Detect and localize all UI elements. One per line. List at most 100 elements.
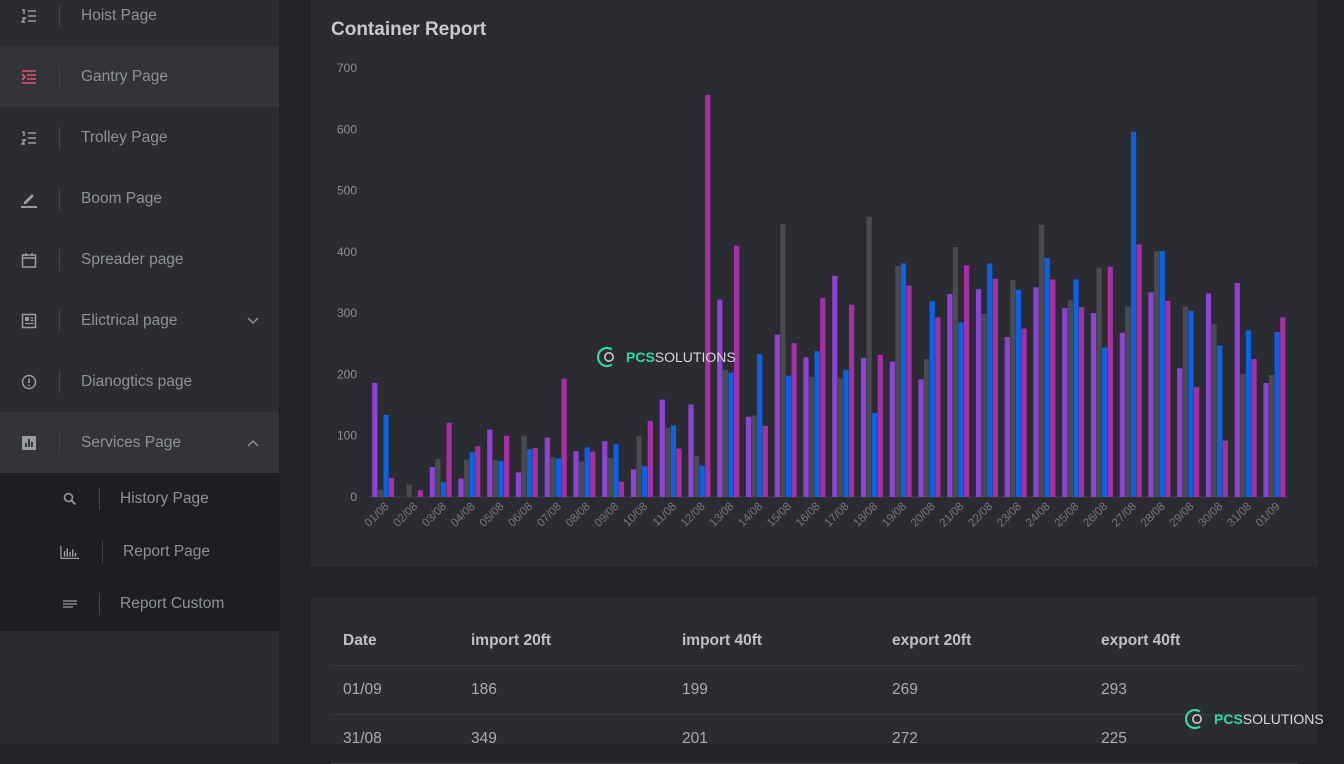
bar-import-40ft[interactable] bbox=[579, 461, 585, 498]
bar-export-40ft[interactable] bbox=[446, 422, 452, 497]
bar-import-20ft[interactable] bbox=[458, 478, 464, 497]
bar-export-40ft[interactable] bbox=[590, 451, 596, 497]
bar-export-40ft[interactable] bbox=[504, 435, 510, 497]
bar-import-20ft[interactable] bbox=[1004, 337, 1010, 497]
bar-import-40ft[interactable] bbox=[837, 378, 843, 497]
bar-import-40ft[interactable] bbox=[751, 415, 757, 498]
bar-export-20ft[interactable] bbox=[1245, 330, 1252, 497]
sidebar-item-electrical[interactable]: Elictrical page bbox=[0, 290, 279, 351]
bar-export-40ft[interactable] bbox=[1136, 244, 1142, 498]
bar-import-20ft[interactable] bbox=[1090, 313, 1097, 497]
sidebar-item-boom[interactable]: Boom Page bbox=[0, 168, 279, 229]
bar-export-40ft[interactable] bbox=[1050, 279, 1056, 497]
sidebar-item-hoist[interactable]: Hoist Page bbox=[0, 0, 279, 46]
bar-import-20ft[interactable] bbox=[889, 361, 895, 497]
bar-export-40ft[interactable] bbox=[1280, 317, 1286, 497]
bar-import-20ft[interactable] bbox=[947, 294, 953, 497]
column-header[interactable]: import 40ft bbox=[682, 632, 763, 649]
bar-import-40ft[interactable] bbox=[521, 435, 527, 497]
bar-import-40ft[interactable] bbox=[866, 216, 872, 497]
bar-export-20ft[interactable] bbox=[728, 372, 734, 497]
bar-import-40ft[interactable] bbox=[1010, 280, 1016, 497]
sidebar-item-diagnostics[interactable]: Dianogtics page bbox=[0, 351, 279, 412]
sidebar-item-spreader[interactable]: Spreader page bbox=[0, 229, 279, 290]
bar-export-40ft[interactable] bbox=[791, 343, 797, 497]
bar-export-20ft[interactable] bbox=[987, 263, 993, 498]
bar-import-20ft[interactable] bbox=[630, 469, 637, 497]
bar-import-40ft[interactable] bbox=[1211, 324, 1217, 497]
bar-export-20ft[interactable] bbox=[958, 322, 964, 497]
bar-export-20ft[interactable] bbox=[1073, 279, 1079, 497]
bar-export-40ft[interactable] bbox=[532, 448, 538, 497]
bar-import-40ft[interactable] bbox=[1240, 373, 1246, 497]
bar-import-40ft[interactable] bbox=[1154, 251, 1160, 497]
submenu-item-history[interactable]: History Page bbox=[0, 473, 279, 526]
bar-export-40ft[interactable] bbox=[1079, 307, 1085, 497]
bar-import-40ft[interactable] bbox=[981, 313, 987, 497]
bar-import-40ft[interactable] bbox=[1182, 306, 1188, 497]
bar-import-20ft[interactable] bbox=[573, 451, 579, 497]
bar-import-20ft[interactable] bbox=[688, 404, 694, 498]
bar-import-40ft[interactable] bbox=[694, 455, 700, 497]
bar-export-20ft[interactable] bbox=[613, 444, 619, 497]
bar-export-20ft[interactable] bbox=[1102, 347, 1108, 498]
bar-export-20ft[interactable] bbox=[699, 465, 705, 497]
bar-import-20ft[interactable] bbox=[918, 379, 924, 497]
bar-export-40ft[interactable] bbox=[647, 421, 653, 497]
bar-export-20ft[interactable] bbox=[1159, 251, 1165, 497]
bar-export-20ft[interactable] bbox=[498, 460, 504, 497]
bar-import-40ft[interactable] bbox=[607, 457, 613, 497]
bar-import-20ft[interactable] bbox=[1177, 368, 1183, 497]
bar-import-20ft[interactable] bbox=[745, 416, 752, 497]
bar-import-40ft[interactable] bbox=[1269, 375, 1275, 497]
bar-export-20ft[interactable] bbox=[814, 351, 820, 497]
bar-import-40ft[interactable] bbox=[435, 459, 441, 497]
bar-export-40ft[interactable] bbox=[820, 297, 826, 497]
sidebar-item-services[interactable]: Services Page bbox=[0, 412, 279, 473]
bar-import-40ft[interactable] bbox=[636, 436, 642, 497]
sidebar-item-trolley[interactable]: Trolley Page bbox=[0, 107, 279, 168]
bar-export-40ft[interactable] bbox=[992, 278, 998, 497]
bar-export-40ft[interactable] bbox=[475, 446, 481, 497]
bar-export-20ft[interactable] bbox=[785, 375, 792, 497]
bar-import-40ft[interactable] bbox=[952, 247, 958, 497]
submenu-item-report-custom[interactable]: Report Custom bbox=[0, 578, 279, 631]
bar-export-40ft[interactable] bbox=[417, 490, 423, 497]
bar-import-20ft[interactable] bbox=[372, 383, 378, 497]
bar-export-20ft[interactable] bbox=[584, 447, 590, 497]
bar-import-20ft[interactable] bbox=[803, 357, 809, 497]
submenu-item-report[interactable]: Report Page bbox=[0, 526, 279, 579]
bar-import-40ft[interactable] bbox=[665, 427, 671, 497]
bar-export-20ft[interactable] bbox=[1217, 345, 1223, 497]
bar-import-20ft[interactable] bbox=[487, 429, 493, 497]
bar-export-20ft[interactable] bbox=[1044, 258, 1050, 497]
bar-import-20ft[interactable] bbox=[659, 399, 665, 497]
bar-export-20ft[interactable] bbox=[843, 370, 849, 497]
bar-export-40ft[interactable] bbox=[1021, 328, 1027, 498]
bar-import-20ft[interactable] bbox=[832, 275, 838, 497]
bar-import-20ft[interactable] bbox=[544, 437, 550, 497]
bar-import-20ft[interactable] bbox=[1205, 293, 1212, 498]
column-header[interactable]: export 20ft bbox=[892, 632, 972, 649]
bar-export-20ft[interactable] bbox=[642, 466, 648, 497]
bar-export-40ft[interactable] bbox=[762, 425, 768, 497]
bar-export-40ft[interactable] bbox=[1222, 440, 1228, 497]
bar-import-40ft[interactable] bbox=[809, 376, 815, 497]
bar-import-20ft[interactable] bbox=[1234, 283, 1240, 497]
bar-import-20ft[interactable] bbox=[602, 441, 608, 497]
bar-import-40ft[interactable] bbox=[406, 484, 412, 497]
bar-import-40ft[interactable] bbox=[377, 489, 383, 497]
bar-import-20ft[interactable] bbox=[1263, 383, 1269, 497]
bar-export-40ft[interactable] bbox=[935, 317, 941, 497]
bar-export-40ft[interactable] bbox=[619, 481, 625, 497]
bar-import-40ft[interactable] bbox=[780, 224, 786, 498]
bar-import-20ft[interactable] bbox=[717, 299, 723, 497]
bar-export-20ft[interactable] bbox=[1188, 310, 1194, 497]
bar-import-20ft[interactable] bbox=[429, 467, 435, 497]
column-header[interactable]: Date bbox=[343, 632, 377, 649]
bar-export-20ft[interactable] bbox=[900, 263, 907, 498]
bar-export-20ft[interactable] bbox=[383, 414, 389, 497]
bar-export-20ft[interactable] bbox=[929, 301, 935, 498]
bar-export-20ft[interactable] bbox=[1274, 332, 1280, 497]
bar-import-40ft[interactable] bbox=[895, 266, 901, 497]
